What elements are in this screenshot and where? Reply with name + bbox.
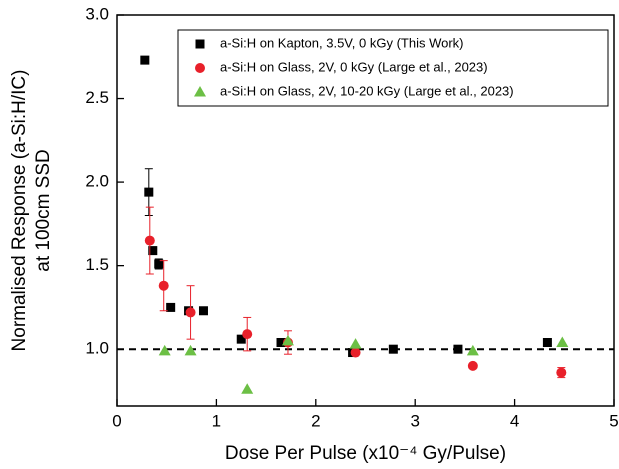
data-point: [281, 334, 294, 346]
y-tick-label: 1.5: [85, 255, 109, 274]
x-tick-label: 1: [212, 411, 221, 430]
y-tick-label: 2.0: [85, 172, 109, 191]
data-point: [148, 246, 158, 256]
data-point: [556, 367, 567, 378]
data-point: [466, 344, 479, 356]
legend-label: a-Si:H on Kapton, 3.5V, 0 kGy (This Work…: [220, 35, 464, 50]
data-point: [350, 347, 361, 358]
data-point: [453, 344, 463, 354]
data-point: [467, 360, 478, 371]
legend-label: a-Si:H on Glass, 2V, 0 kGy (Large et al.…: [220, 59, 488, 74]
x-tick-label: 4: [510, 411, 519, 430]
legend-box: [177, 29, 609, 107]
data-point: [276, 338, 286, 348]
y-axis-label: Normalised Response (a-Si:H/IC): [9, 70, 30, 352]
data-point: [158, 344, 171, 356]
y-tick-label: 1.0: [85, 339, 109, 358]
x-tick-label: 0: [112, 411, 121, 430]
data-point: [542, 338, 552, 348]
legend-marker: [195, 63, 205, 73]
data-point: [144, 187, 154, 197]
data-point: [166, 302, 176, 312]
y-tick-label: 2.5: [85, 88, 109, 107]
data-point: [184, 344, 197, 356]
data-point: [556, 336, 569, 348]
data-point: [140, 55, 150, 65]
data-point: [349, 338, 362, 349]
legend-label: a-Si:H on Glass, 2V, 10-20 kGy (Large et…: [220, 83, 514, 98]
data-point: [185, 307, 196, 318]
legend-marker: [194, 86, 206, 97]
data-point: [144, 235, 155, 246]
x-tick-label: 3: [410, 411, 419, 430]
data-point: [241, 383, 254, 394]
x-axis-label: Dose Per Pulse (x10⁻⁴ Gy/Pulse): [225, 443, 506, 464]
data-point: [236, 334, 246, 344]
data-point: [158, 280, 169, 291]
y-axis-label: at 100cm SSD: [33, 149, 54, 272]
y-tick-label: 3.0: [85, 4, 109, 23]
x-tick-label: 5: [609, 411, 618, 430]
data-point: [198, 306, 208, 316]
data-point: [154, 259, 164, 269]
data-point: [242, 329, 253, 340]
x-tick-label: 2: [311, 411, 320, 430]
plot-frame: [116, 14, 615, 407]
legend-marker: [195, 39, 205, 49]
data-point: [388, 344, 398, 354]
